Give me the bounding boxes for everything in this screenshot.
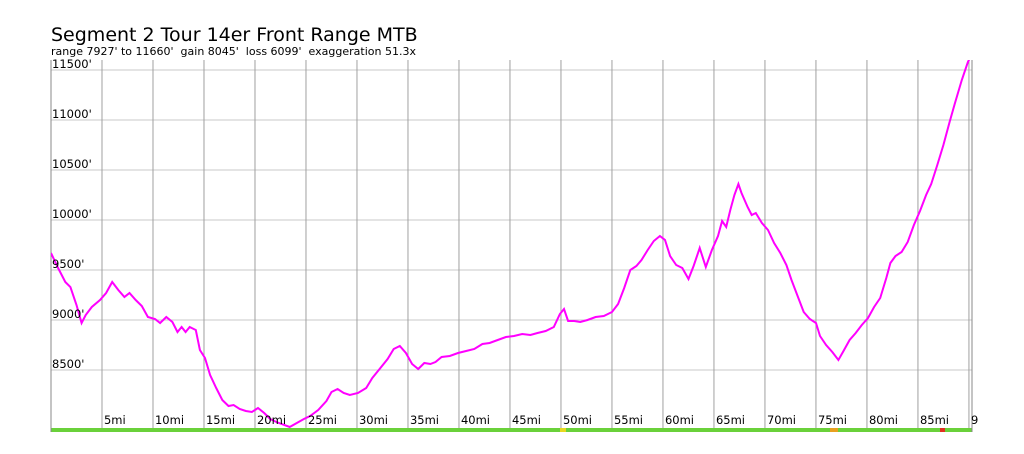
x-tick-label: 85mi bbox=[920, 413, 949, 427]
x-tick-label: 40mi bbox=[461, 413, 490, 427]
x-tick-label: 35mi bbox=[410, 413, 439, 427]
y-tick-label: 10000' bbox=[52, 207, 92, 221]
x-tick-label: 10mi bbox=[155, 413, 184, 427]
x-tick-label: 65mi bbox=[716, 413, 745, 427]
x-tick-label: 80mi bbox=[869, 413, 898, 427]
x-tick-label: 30mi bbox=[359, 413, 388, 427]
grade-strip-steep bbox=[940, 428, 945, 432]
y-tick-label: 9500' bbox=[52, 257, 84, 271]
x-tick-label: 9 bbox=[971, 413, 978, 427]
x-tick-label: 45mi bbox=[512, 413, 541, 427]
grid bbox=[51, 60, 972, 428]
y-tick-label: 8500' bbox=[52, 357, 84, 371]
grade-strip-steep bbox=[830, 428, 838, 432]
x-tick-label: 25mi bbox=[308, 413, 337, 427]
grade-strip bbox=[51, 428, 972, 432]
x-tick-label: 55mi bbox=[614, 413, 643, 427]
y-tick-label: 9000' bbox=[52, 307, 84, 321]
elevation-line bbox=[51, 60, 971, 428]
chart-title: Segment 2 Tour 14er Front Range MTB bbox=[51, 24, 418, 46]
x-tick-label: 70mi bbox=[767, 413, 796, 427]
tick-labels: 8500' 9000' 9500' 10000' 10500' 11000' 11500' 5… bbox=[52, 57, 978, 427]
x-tick-label: 20mi bbox=[257, 413, 286, 427]
y-tick-label: 11500' bbox=[52, 57, 92, 71]
x-tick-label: 15mi bbox=[206, 413, 235, 427]
chart-subtitle: range 7927' to 11660' gain 8045' loss 60… bbox=[51, 45, 416, 58]
y-tick-label: 11000' bbox=[52, 107, 92, 121]
x-tick-label: 50mi bbox=[563, 413, 592, 427]
y-tick-label: 10500' bbox=[52, 157, 92, 171]
grade-strip-steep bbox=[560, 428, 566, 432]
plot-lines bbox=[51, 60, 971, 428]
x-tick-label: 5mi bbox=[104, 413, 126, 427]
x-tick-label: 60mi bbox=[665, 413, 694, 427]
x-tick-label: 75mi bbox=[818, 413, 847, 427]
